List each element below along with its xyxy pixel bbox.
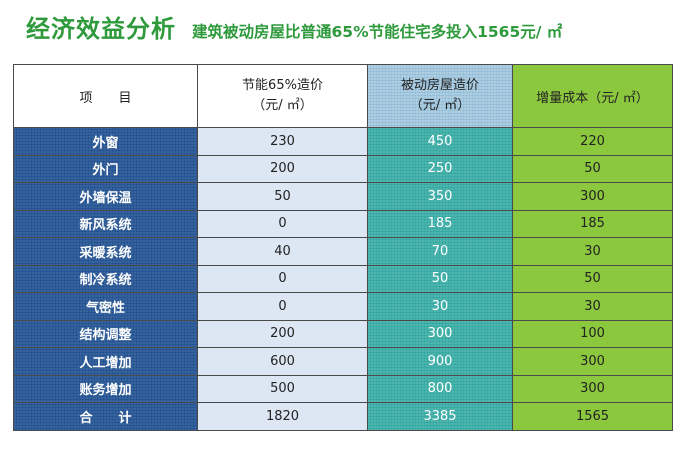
cell-passive-cost: 50 <box>367 264 513 293</box>
cell-incremental-cost: 100 <box>512 319 673 348</box>
cell-incremental-cost: 50 <box>512 264 673 293</box>
cell-passive-cost: 300 <box>367 319 513 348</box>
title-row: 经济效益分析 建筑被动房屋比普通65%节能住宅多投入1565元/ ㎡ <box>26 9 563 43</box>
cell-item: 外窗 <box>13 127 198 156</box>
cell-incremental-cost: 300 <box>512 347 673 376</box>
cell-basic-cost: 0 <box>197 209 368 238</box>
cell-item: 制冷系统 <box>13 264 198 293</box>
table-row: 外墙保温 50 350 300 <box>13 182 673 211</box>
cell-basic-cost: 600 <box>197 347 368 376</box>
table-row: 账务增加 500 800 300 <box>13 374 673 403</box>
cell-basic-cost: 200 <box>197 319 368 348</box>
table-row: 新风系统 0 185 185 <box>13 209 673 238</box>
table-row: 外门 200 250 50 <box>13 154 673 183</box>
cell-passive-cost: 900 <box>367 347 513 376</box>
header-basic-line1: 节能65%造价 <box>242 78 323 93</box>
cell-passive-cost: 70 <box>367 237 513 266</box>
cell-incremental-cost: 300 <box>512 182 673 211</box>
header-incremental-cost: 增量成本（元/ ㎡） <box>512 64 673 128</box>
cell-basic-cost: 230 <box>197 127 368 156</box>
cell-item: 新风系统 <box>13 209 198 238</box>
cell-passive-cost: 350 <box>367 182 513 211</box>
table-row: 制冷系统 0 50 50 <box>13 264 673 293</box>
header-basic-cost: 节能65%造价 （元/ ㎡） <box>197 64 368 128</box>
table-row: 气密性 0 30 30 <box>13 292 673 321</box>
cell-incremental-cost: 220 <box>512 127 673 156</box>
cell-passive-cost: 450 <box>367 127 513 156</box>
cell-incremental-cost: 50 <box>512 154 673 183</box>
table-row: 结构调整 200 300 100 <box>13 319 673 348</box>
header-item: 项 目 <box>13 64 198 128</box>
cell-passive-cost: 30 <box>367 292 513 321</box>
cell-item: 账务增加 <box>13 374 198 403</box>
cell-passive-cost: 3385 <box>367 402 513 431</box>
table-row: 采暖系统 40 70 30 <box>13 237 673 266</box>
cell-item: 采暖系统 <box>13 237 198 266</box>
cell-incremental-cost: 300 <box>512 374 673 403</box>
cell-incremental-cost: 185 <box>512 209 673 238</box>
header-passive-cost: 被动房屋造价 （元/ ㎡） <box>367 64 513 128</box>
cell-item: 结构调整 <box>13 319 198 348</box>
cell-item: 人工增加 <box>13 347 198 376</box>
cell-incremental-cost: 30 <box>512 292 673 321</box>
cell-basic-cost: 0 <box>197 292 368 321</box>
cell-basic-cost: 0 <box>197 264 368 293</box>
cost-table: 项 目 节能65%造价 （元/ ㎡） 被动房屋造价 （元/ ㎡） 增量成本（元/… <box>13 64 673 431</box>
header-passive-line2: （元/ ㎡） <box>409 98 471 113</box>
page-title: 经济效益分析 <box>26 15 176 43</box>
cell-incremental-cost: 1565 <box>512 402 673 431</box>
cell-basic-cost: 50 <box>197 182 368 211</box>
header-passive-line1: 被动房屋造价 <box>400 78 479 93</box>
cell-incremental-cost: 30 <box>512 237 673 266</box>
cell-basic-cost: 200 <box>197 154 368 183</box>
cell-item: 合 计 <box>13 402 198 431</box>
header-row: 项 目 节能65%造价 （元/ ㎡） 被动房屋造价 （元/ ㎡） 增量成本（元/… <box>13 64 673 128</box>
cell-basic-cost: 1820 <box>197 402 368 431</box>
table-row: 合 计 1820 3385 1565 <box>13 402 673 431</box>
cell-basic-cost: 500 <box>197 374 368 403</box>
cell-passive-cost: 185 <box>367 209 513 238</box>
cell-basic-cost: 40 <box>197 237 368 266</box>
cell-passive-cost: 800 <box>367 374 513 403</box>
header-basic-line2: （元/ ㎡） <box>252 98 313 113</box>
cell-item: 外墙保温 <box>13 182 198 211</box>
table-row: 人工增加 600 900 300 <box>13 347 673 376</box>
cell-passive-cost: 250 <box>367 154 513 183</box>
table-row: 外窗 230 450 220 <box>13 127 673 156</box>
cell-item: 外门 <box>13 154 198 183</box>
page-subtitle: 建筑被动房屋比普通65%节能住宅多投入1565元/ ㎡ <box>192 23 563 41</box>
cell-item: 气密性 <box>13 292 198 321</box>
